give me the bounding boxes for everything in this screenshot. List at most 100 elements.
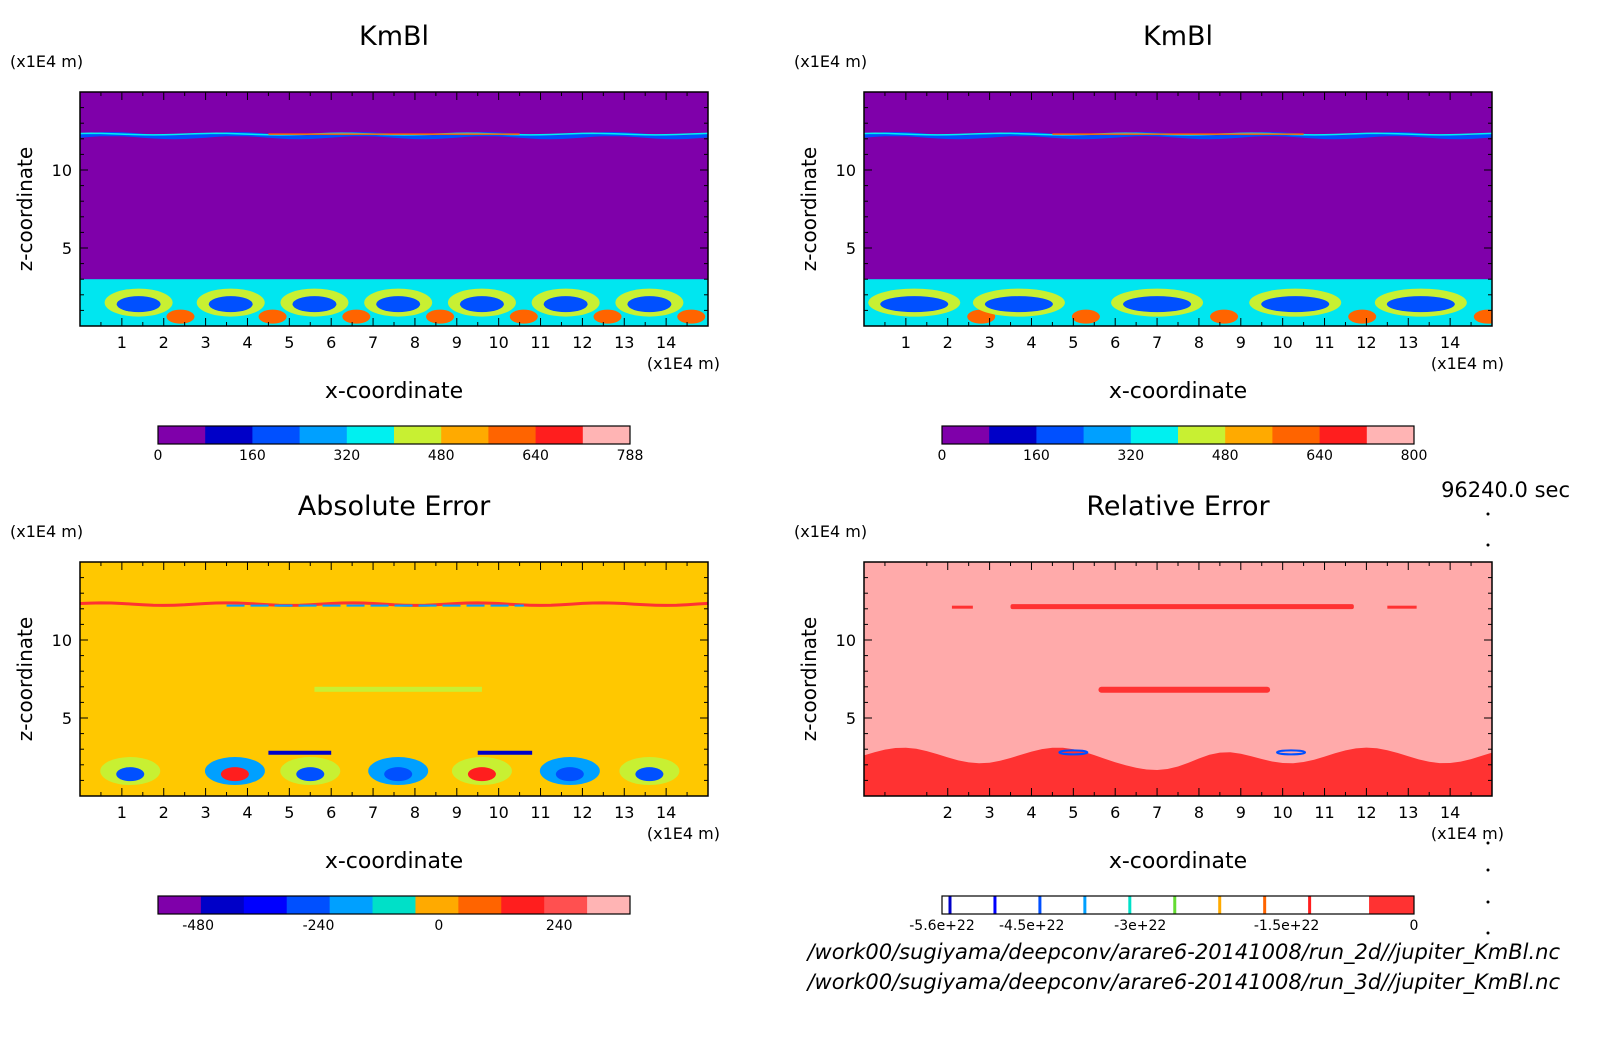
error-cell-core <box>220 767 249 782</box>
colorbar-tick-label: -4.5e+22 <box>999 918 1064 934</box>
x-tick-label: 2 <box>943 333 953 352</box>
marker-dot <box>1486 931 1490 935</box>
x-tick-label: 9 <box>452 803 462 822</box>
y-tick-label: 10 <box>52 161 72 180</box>
x-tick-label: 12 <box>1356 803 1376 822</box>
x-tick-label: 2 <box>943 803 953 822</box>
chart-title: Absolute Error <box>298 491 491 522</box>
x-tick-label: 5 <box>1068 333 1078 352</box>
upper-layer <box>80 132 708 140</box>
convective-plume <box>342 309 371 324</box>
x-axis-label: x-coordinate <box>1109 379 1247 404</box>
colorbar-swatch <box>252 426 301 444</box>
mid-band <box>1098 686 1271 693</box>
marker-dot <box>1486 900 1490 904</box>
convective-plume <box>967 309 996 324</box>
x-tick-label: 9 <box>1236 333 1246 352</box>
x-tick-label: 3 <box>985 803 995 822</box>
upper-band-patch <box>1387 605 1417 609</box>
marker-dot <box>1486 841 1490 845</box>
x-tick-label: 6 <box>1110 803 1120 822</box>
x-tick-label: 3 <box>985 333 995 352</box>
x-tick-label: 10 <box>1272 803 1292 822</box>
colorbar-swatch <box>1225 426 1273 444</box>
y-tick-label: 5 <box>846 239 856 258</box>
x-tick-label: 7 <box>1152 803 1162 822</box>
chart-title: KmBl <box>359 21 429 52</box>
x-tick-label: 11 <box>530 803 550 822</box>
convective-cell-core <box>292 296 337 313</box>
convective-cell-core <box>1261 296 1330 313</box>
colorbar-swatch <box>299 426 348 444</box>
heatmap-field <box>864 562 1492 796</box>
colorbar-tick-label: 320 <box>1117 448 1144 464</box>
colorbar-swatch <box>158 426 206 444</box>
colorbar-swatch <box>582 426 631 444</box>
colorbar-tick-label: 788 <box>617 448 644 464</box>
convective-cell-core <box>459 296 504 313</box>
colorbar-tick-label: -5.6e+22 <box>909 918 974 934</box>
convective-cell-core <box>880 296 949 313</box>
colorbar-swatch <box>415 896 459 914</box>
heatmap-field <box>80 92 708 326</box>
y-unit-label: (x1E4 m) <box>10 52 83 71</box>
colorbar-swatch <box>1083 426 1132 444</box>
x-tick-label: 6 <box>1110 333 1120 352</box>
convective-cell-core <box>208 296 253 313</box>
x-unit-label: (x1E4 m) <box>1431 354 1504 373</box>
x-tick-label: 10 <box>488 333 508 352</box>
x-tick-label: 14 <box>1440 803 1460 822</box>
colorbar-tick-label: 0 <box>154 448 163 464</box>
x-tick-label: 14 <box>656 333 676 352</box>
x-tick-label: 7 <box>368 333 378 352</box>
colorbar-swatch <box>158 896 202 914</box>
mid-band <box>314 686 482 692</box>
convective-plume <box>1210 309 1239 324</box>
colorbar-swatch <box>329 896 374 914</box>
x-tick-label: 3 <box>201 333 211 352</box>
x-tick-label: 5 <box>284 803 294 822</box>
y-tick-label: 10 <box>52 631 72 650</box>
colorbar-swatch <box>1036 426 1085 444</box>
time-label: 96240.0 sec <box>1441 478 1570 502</box>
y-unit-label: (x1E4 m) <box>794 52 867 71</box>
chart-title: Relative Error <box>1086 491 1270 522</box>
colorbar-swatch <box>488 426 537 444</box>
boundary-layer <box>864 747 1492 796</box>
x-tick-label: 6 <box>326 803 336 822</box>
x-tick-label: 5 <box>284 333 294 352</box>
upper-layer <box>864 132 1492 140</box>
colorbar: -5.6e+22 -4.5e+22 -3e+22 -1.5e+22 0 <box>909 895 1419 934</box>
colorbar-swatch <box>501 896 545 914</box>
convective-plume <box>593 309 622 324</box>
colorbar-tick-label: 480 <box>428 448 455 464</box>
x-tick-label: 4 <box>242 333 252 352</box>
colorbar-tick-label: 0 <box>1410 918 1419 934</box>
heatmap-field <box>80 562 708 796</box>
x-axis-label: x-coordinate <box>325 849 463 874</box>
colorbar-frame <box>157 895 631 915</box>
convective-cell-core <box>627 296 672 313</box>
colorbar-swatch <box>942 426 990 444</box>
colorbar-tick-label: 480 <box>1212 448 1239 464</box>
colorbar-swatch <box>346 426 395 444</box>
colorbar-swatch <box>1366 426 1415 444</box>
colorbar-swatch <box>587 896 631 914</box>
colorbar-swatch <box>243 896 288 914</box>
x-tick-label: 12 <box>572 803 592 822</box>
x-tick-label: 4 <box>1026 803 1036 822</box>
y-tick-label: 10 <box>836 161 856 180</box>
colorbar-tick-label: 640 <box>522 448 549 464</box>
x-tick-label: 11 <box>1314 333 1334 352</box>
y-tick-label: 10 <box>836 631 856 650</box>
y-unit-label: (x1E4 m) <box>10 522 83 541</box>
x-tick-label: 14 <box>656 803 676 822</box>
colorbar-swatch <box>535 426 584 444</box>
x-unit-label: (x1E4 m) <box>647 354 720 373</box>
colorbar-swatch <box>458 896 502 914</box>
x-tick-label: 3 <box>201 803 211 822</box>
colorbar-frame <box>941 895 1415 915</box>
x-tick-label: 1 <box>117 803 127 822</box>
